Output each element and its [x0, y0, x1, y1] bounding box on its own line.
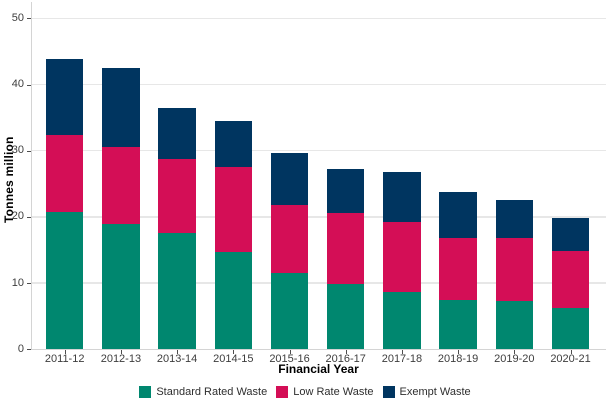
x-tick-mark — [289, 350, 291, 355]
x-tick-label: 2015-16 — [269, 353, 310, 366]
legend-label: Low Rate Waste — [293, 385, 374, 398]
bar-segment — [383, 221, 421, 292]
bar-segment — [495, 300, 534, 350]
bar-segment — [551, 217, 590, 252]
x-tick-label: 2020-21 — [550, 353, 591, 366]
x-axis-title: Financial Year — [278, 362, 359, 376]
legend-swatch-icon — [276, 385, 289, 398]
legend-item: Low Rate Waste — [276, 385, 374, 398]
x-tick-label: 2014-15 — [213, 353, 254, 366]
bar-segment — [270, 273, 309, 350]
legend-label: Exempt Waste — [399, 385, 471, 398]
x-tick-mark — [64, 350, 66, 355]
legend-swatch-icon — [139, 385, 152, 398]
bar-segment — [326, 283, 365, 350]
legend: Standard Rated Waste Low Rate Waste Exempt… — [0, 383, 610, 400]
bar-segment — [102, 224, 140, 350]
bar-segment — [214, 120, 253, 168]
x-tick-label: 2016-17 — [325, 353, 366, 366]
gridline-y-40 — [31, 83, 606, 86]
x-tick-mark — [514, 350, 516, 355]
bar-segment — [214, 167, 253, 252]
x-tick-label: 2011-12 — [44, 353, 85, 366]
bar-segment — [270, 152, 309, 205]
legend-swatch-icon — [382, 385, 395, 398]
bar-segment — [326, 212, 365, 284]
bar-segment — [439, 238, 477, 301]
bar-segment — [45, 212, 84, 350]
x-tick-mark — [345, 350, 347, 355]
x-tick-label: 2019-20 — [494, 353, 535, 366]
legend-item: Exempt Waste — [382, 385, 471, 398]
x-tick-mark — [401, 350, 403, 355]
bar-segment — [158, 159, 196, 233]
y-tick-mark — [27, 84, 31, 86]
bar-segment — [45, 58, 84, 136]
bar-segment — [158, 232, 196, 350]
y-tick-mark — [27, 349, 31, 351]
x-tick-label: 2017-18 — [381, 353, 423, 366]
x-tick-label: 2013-14 — [156, 353, 198, 366]
legend-label: Standard Rated Waste — [156, 385, 268, 398]
y-tick-label: 10 — [11, 276, 24, 289]
bar-segment — [45, 135, 84, 213]
bar-segment — [551, 251, 590, 308]
bar-segment — [439, 192, 477, 239]
gridline-y-50 — [31, 17, 606, 20]
y-tick-mark — [27, 18, 31, 20]
x-axis-line — [31, 349, 606, 351]
y-axis-line — [31, 2, 32, 350]
gridline-y-30 — [31, 149, 606, 152]
x-tick-mark — [177, 350, 179, 355]
y-tick-mark — [27, 283, 31, 285]
bar-segment — [495, 238, 534, 301]
y-tick-mark — [27, 216, 31, 218]
x-tick-label: 2018-19 — [437, 353, 479, 366]
y-tick-label: 20 — [11, 210, 24, 223]
bar-segment — [383, 171, 421, 222]
bar-segment — [102, 146, 140, 225]
x-tick-mark — [233, 350, 235, 355]
y-tick-label: 40 — [11, 78, 24, 90]
y-tick-label: 30 — [11, 144, 24, 157]
x-tick-mark — [120, 350, 122, 355]
gridline-y-10 — [31, 282, 606, 284]
bar-segment — [270, 204, 309, 274]
gridline-y-20 — [31, 216, 606, 218]
legend-item: Standard Rated Waste — [139, 385, 268, 398]
bar-segment — [214, 251, 253, 350]
bar-segment — [439, 300, 477, 350]
bar-segment — [326, 168, 365, 213]
y-tick-label: 50 — [11, 11, 24, 24]
bar-segment — [383, 291, 421, 350]
bar-segment — [102, 67, 140, 147]
y-tick-label: 0 — [17, 342, 24, 355]
x-tick-label: 2012-13 — [100, 353, 142, 366]
x-tick-mark — [458, 350, 460, 355]
bar-segment — [495, 199, 534, 239]
bar-segment — [158, 107, 196, 160]
x-tick-mark — [570, 350, 572, 355]
bar-segment — [551, 307, 590, 350]
y-tick-mark — [27, 150, 31, 152]
